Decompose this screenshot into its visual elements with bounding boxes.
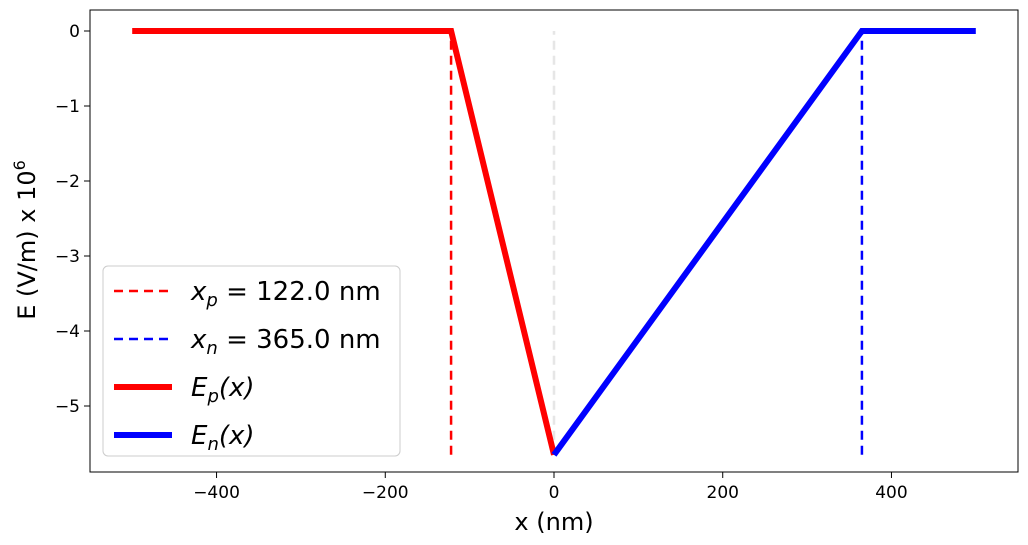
x-axis-label: x (nm) (514, 508, 593, 536)
y-tick-label: −2 (55, 172, 80, 192)
legend-label-En: En(x) (191, 421, 255, 455)
x-tick-label: 0 (549, 483, 560, 503)
y-axis: 0 −1 −2 −3 −4 −5 (55, 22, 90, 417)
legend-box (102, 265, 401, 457)
x-tick-label: 200 (707, 483, 739, 503)
y-tick-label: −1 (55, 97, 80, 117)
legend-label-rest: (x) (219, 421, 255, 451)
legend-label-var: x (190, 277, 207, 307)
y-axis-label: E (V/m) x 106 (10, 160, 41, 320)
x-tick-label: 400 (875, 483, 907, 503)
y-tick-label: −3 (55, 247, 80, 267)
legend-label-var: E (191, 421, 208, 451)
legend-label-rest: (x) (219, 373, 255, 403)
series-line-En (551, 28, 976, 457)
legend-label-var: E (191, 373, 208, 403)
legend-label-rest: = 365.0 nm (218, 325, 381, 355)
plot-area (132, 28, 976, 457)
y-axis-label-group: E (V/m) x 106 (10, 160, 41, 320)
y-axis-label-text: E (V/m) x 10 (13, 170, 41, 319)
legend-label-Ep: Ep(x) (191, 373, 255, 407)
x-tick-label: −200 (362, 483, 409, 503)
legend-label-sub: p (206, 386, 218, 407)
legend-label-sub: n (207, 434, 218, 455)
legend-label-rest: = 122.0 nm (218, 277, 381, 307)
x-axis: −400 −200 0 200 400 (193, 472, 908, 503)
legend-label-sub: n (206, 338, 217, 359)
legend-label-var: x (190, 325, 207, 355)
series-line-Ep (132, 28, 557, 456)
legend-label-xp: xp = 122.0 nm (190, 277, 381, 311)
legend-label-sub: p (205, 290, 217, 311)
y-tick-label: −4 (55, 322, 80, 342)
x-tick-label: −400 (193, 483, 240, 503)
legend-label-xn: xn = 365.0 nm (190, 325, 381, 359)
y-tick-label: 0 (69, 22, 80, 42)
y-axis-label-exponent: 6 (10, 160, 29, 170)
y-tick-label: −5 (55, 397, 80, 417)
